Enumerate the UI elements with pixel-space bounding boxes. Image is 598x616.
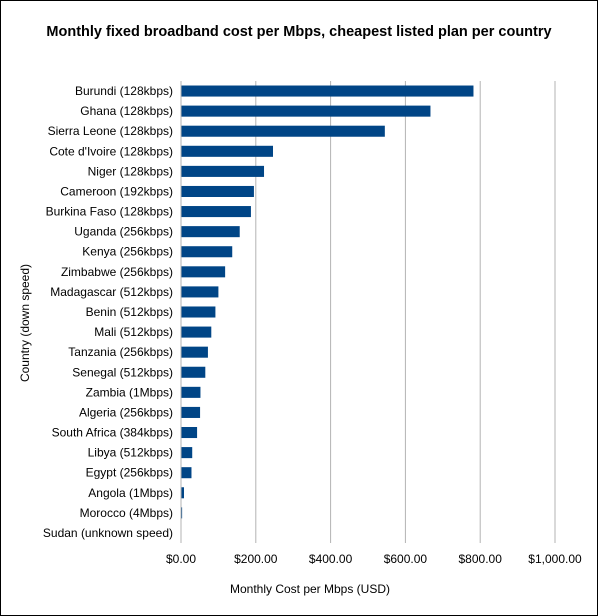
- bar: [181, 346, 208, 358]
- category-label: Sierra Leone (128kbps): [48, 124, 173, 138]
- bar: [181, 145, 274, 157]
- x-tick-label: $200.00: [234, 552, 278, 566]
- x-tick-label: $600.00: [384, 552, 428, 566]
- category-label: South Africa (384kbps): [52, 426, 173, 440]
- category-label: Benin (512kbps): [86, 305, 173, 319]
- bar: [181, 165, 265, 177]
- bar: [181, 306, 216, 318]
- bar: [181, 386, 201, 398]
- bar: [181, 206, 251, 218]
- category-label: Angola (1Mbps): [88, 486, 173, 500]
- bar: [181, 366, 206, 378]
- category-label: Algeria (256kbps): [79, 405, 173, 419]
- bar: [181, 447, 193, 459]
- category-label: Zambia (1Mbps): [86, 385, 173, 399]
- bar: [181, 286, 219, 298]
- y-axis-title: Country (down speed): [18, 264, 32, 382]
- category-label: Cote d'Ivoire (128kbps): [49, 144, 173, 158]
- bar: [181, 467, 192, 479]
- bar: [181, 266, 226, 278]
- category-label: Uganda (256kbps): [74, 225, 173, 239]
- x-tick-label: $0.00: [166, 552, 196, 566]
- grid-layer: [255, 81, 556, 543]
- category-label: Mali (512kbps): [94, 325, 173, 339]
- category-label: Kenya (256kbps): [82, 245, 173, 259]
- x-tick-label: $800.00: [459, 552, 503, 566]
- bar: [181, 105, 431, 117]
- bar-layer: [181, 85, 474, 519]
- bar: [181, 326, 212, 338]
- category-label: Burkina Faso (128kbps): [46, 205, 173, 219]
- x-tick-label: $400.00: [309, 552, 353, 566]
- bar: [181, 406, 201, 418]
- category-label: Cameroon (192kbps): [60, 184, 173, 198]
- category-label: Egypt (256kbps): [86, 466, 173, 480]
- bar: [181, 426, 198, 439]
- tick-label-layer: $0.00 $200.00 $400.00 $600.00 $800.00 $1,000.…: [166, 552, 582, 566]
- category-label: Libya (512kbps): [88, 446, 173, 460]
- bar: [181, 507, 183, 519]
- bar: [181, 125, 385, 137]
- x-tick-label: $1,000.00: [528, 552, 582, 566]
- bar: [181, 226, 240, 238]
- category-label: Morocco (4Mbps): [80, 506, 173, 520]
- category-label: Madagascar (512kbps): [50, 285, 173, 299]
- category-label-layer: Burundi (128kbps) Ghana (128kbps) Sierra L…: [43, 84, 173, 540]
- category-label: Ghana (128kbps): [80, 104, 173, 118]
- category-label: Zimbabwe (256kbps): [61, 265, 173, 279]
- category-label: Burundi (128kbps): [75, 84, 173, 98]
- category-label: Senegal (512kbps): [72, 365, 173, 379]
- category-label: Tanzania (256kbps): [68, 345, 173, 359]
- x-axis-title: Monthly Cost per Mbps (USD): [230, 582, 390, 596]
- bar: [181, 185, 254, 198]
- bar: [181, 246, 233, 258]
- bar: [181, 487, 184, 499]
- category-label: Sudan (unknown speed): [43, 526, 173, 540]
- category-label: Niger (128kbps): [88, 164, 173, 178]
- chart-title: Monthly fixed broadband cost per Mbps, c…: [46, 24, 551, 40]
- bar: [181, 85, 474, 97]
